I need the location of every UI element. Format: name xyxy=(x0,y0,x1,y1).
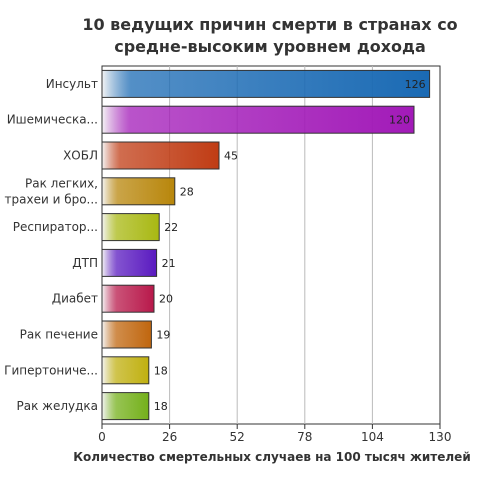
category-labels: Инсульт Ишемическа... ХОБЛ Рак легких, трахе… xyxy=(4,77,98,413)
bar-value-label: 126 xyxy=(405,78,426,91)
category-label: Ишемическа... xyxy=(7,113,98,127)
bars: 126 120 45 28 22 21 20 19 18 18 xyxy=(101,69,431,421)
category-label: Инсульт xyxy=(46,77,98,91)
category-label: ХОБЛ xyxy=(63,149,98,163)
x-tick-label: 26 xyxy=(162,430,177,444)
category-label: Рак желудка xyxy=(16,399,98,413)
bar-value-label: 21 xyxy=(162,257,176,270)
category-label: Рак печение xyxy=(20,328,98,342)
bar-value-label: 120 xyxy=(389,114,410,127)
bar-value-label: 28 xyxy=(180,185,194,198)
bar xyxy=(101,248,158,277)
x-tick-label: 104 xyxy=(361,430,384,444)
bar xyxy=(101,177,176,206)
bar-value-label: 45 xyxy=(224,150,238,163)
category-label: ДТП xyxy=(72,256,98,270)
bar xyxy=(101,320,152,349)
chart-title-line-2: средне-высоким уровнем дохода xyxy=(114,37,426,56)
category-label: Гипертониче... xyxy=(4,363,98,377)
category-label: Рак легких, xyxy=(25,176,98,190)
bar xyxy=(101,213,160,242)
bar-value-label: 19 xyxy=(156,329,170,342)
bar xyxy=(101,356,150,385)
x-tick-label: 0 xyxy=(98,430,106,444)
x-tick-label: 130 xyxy=(429,430,452,444)
chart-title-line-1: 10 ведущих причин смерти в странах со xyxy=(82,15,458,34)
bar-value-label: 18 xyxy=(154,364,168,377)
bar xyxy=(101,392,150,421)
category-label: трахеи и бро... xyxy=(5,192,98,206)
category-label: Респиратор... xyxy=(13,220,98,234)
bar xyxy=(101,105,415,134)
bar xyxy=(101,141,220,170)
bar-value-label: 20 xyxy=(159,293,173,306)
bar xyxy=(101,284,155,313)
x-tick-label: 52 xyxy=(230,430,245,444)
bar-value-label: 18 xyxy=(154,400,168,413)
x-tick-label: 78 xyxy=(297,430,312,444)
chart-title: 10 ведущих причин смерти в странах со ср… xyxy=(60,14,480,58)
x-tick-labels: 0 26 52 78 104 130 xyxy=(98,424,451,444)
bar-value-label: 22 xyxy=(164,221,178,234)
category-label: Диабет xyxy=(52,292,98,306)
x-axis-label: Количество смертельных случаев на 100 ты… xyxy=(73,450,471,464)
bar xyxy=(101,69,431,98)
